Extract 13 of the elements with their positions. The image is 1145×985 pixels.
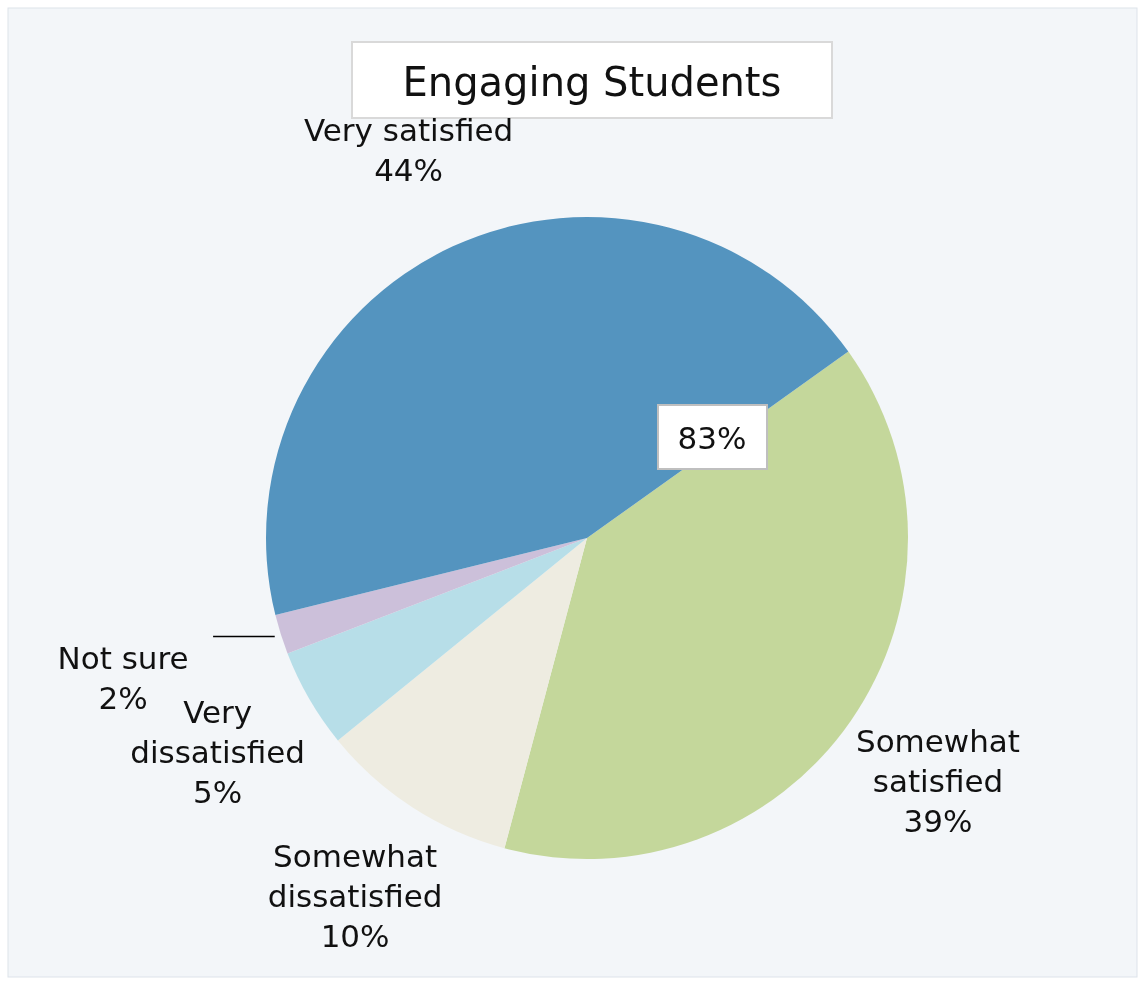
slice-label: Very satisfied [304, 112, 514, 149]
pie-slice [287, 538, 587, 741]
slice-label: Somewhat satisfied [855, 723, 1021, 800]
slice-label: Not sure [57, 639, 189, 676]
data-label: 44% [374, 152, 444, 189]
data-label: 5% [193, 774, 243, 811]
slice-label: Somewhat dissatisfied [267, 838, 443, 915]
data-label: 39% [903, 803, 973, 840]
pie-slice [275, 538, 587, 654]
data-label: 10% [320, 918, 390, 955]
chart-title: Engaging Students [402, 59, 782, 105]
text: 83% [677, 420, 747, 456]
pie-slice [266, 217, 849, 616]
